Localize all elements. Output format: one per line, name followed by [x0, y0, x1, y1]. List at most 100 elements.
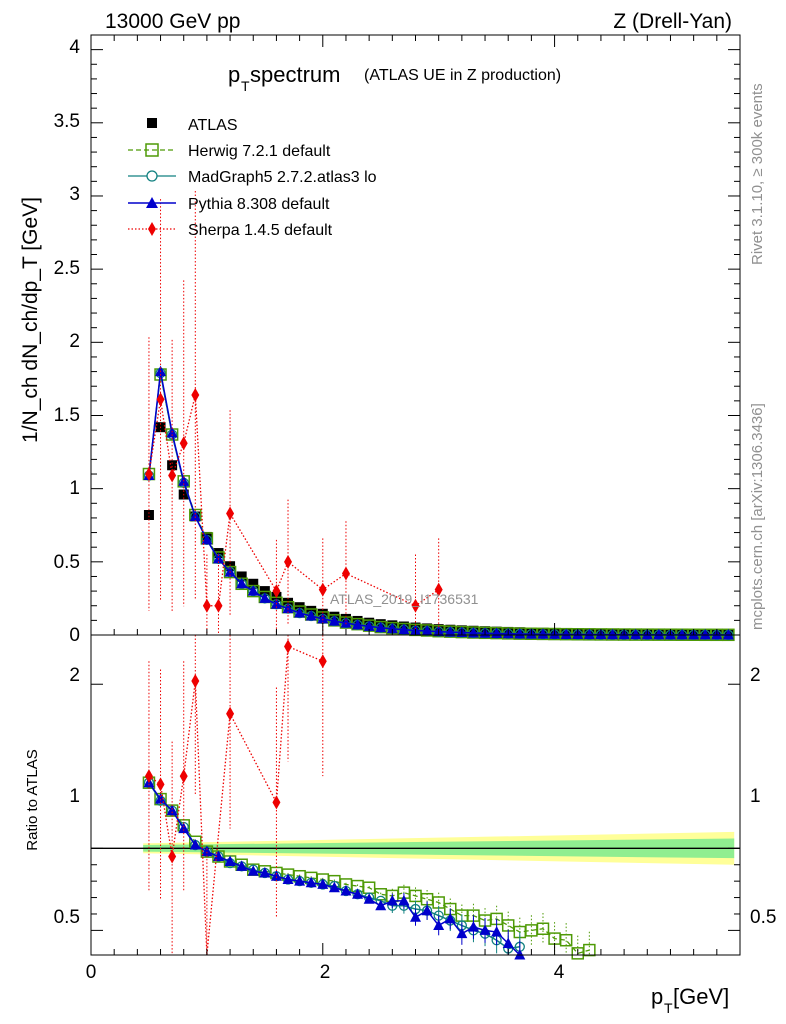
data-point-atlas: [248, 578, 259, 589]
data-point-sherpa: [144, 467, 153, 482]
x-tick-label: 4: [554, 962, 565, 983]
ratio-tick-labels-right: 0.5 1 2: [750, 665, 776, 928]
data-point-pythia: [653, 628, 665, 640]
ratio-point-pythia: [444, 912, 456, 924]
legend-marker-pythia: [146, 197, 158, 208]
ratio-point-herwig: [409, 889, 422, 903]
ratio-line-madgraph: [148, 782, 520, 950]
ratio-tick-label-right: 1: [750, 786, 761, 807]
ratio-point-pythia: [398, 894, 410, 906]
data-point-pythia: [189, 510, 201, 521]
ratio-point-herwig: [536, 922, 550, 935]
legend-label-atlas: ATLAS: [188, 117, 238, 134]
ratio-point-pythia: [514, 949, 526, 960]
ratio-point-sherpa: [144, 769, 153, 784]
x-axis-label-sub: T: [664, 1000, 673, 1016]
data-point-sherpa: [191, 388, 200, 402]
plot-title-rest: spectrum: [250, 62, 340, 87]
data-point-sherpa: [156, 392, 165, 407]
data-point-sherpa: [168, 468, 177, 483]
ratio-point-sherpa: [318, 654, 327, 669]
ratio-point-pythia: [282, 873, 294, 885]
ratio-point-pythia: [212, 850, 224, 862]
ratio-point-pythia: [317, 878, 329, 889]
plot-title-context: (ATLAS UE in Z production): [364, 67, 561, 84]
legend-marker-herwig: [145, 143, 159, 157]
data-point-sherpa: [214, 598, 223, 613]
ratio-point-pythia: [305, 876, 317, 888]
mcplots-label: mcplots.cern.ch [arXiv:1306.3436]: [749, 403, 766, 630]
y-tick-label: 1: [69, 478, 80, 499]
header-process: Z (Drell-Yan): [613, 10, 732, 33]
data-point-pythia: [328, 615, 340, 626]
ratio-point-herwig: [559, 933, 573, 947]
ratio-point-sherpa: [272, 795, 281, 810]
ratio-point-pythia: [479, 924, 491, 935]
x-tick-label: 2: [320, 962, 331, 983]
y-tick-label: 2: [69, 331, 80, 352]
legend-label-pythia: Pythia 8.308 default: [188, 196, 330, 213]
legend-marker-sherpa: [148, 222, 156, 236]
data-point-atlas: [143, 510, 154, 520]
data-point-pythia: [514, 627, 526, 639]
data-point-sherpa: [179, 436, 188, 451]
ratio-point-herwig: [525, 924, 538, 937]
data-point-pythia: [560, 628, 572, 639]
legend-item-herwig: Herwig 7.2.1 default: [128, 143, 331, 160]
ratio-tick-label-right: 2: [750, 665, 761, 686]
data-point-pythia: [607, 628, 619, 640]
data-point-pythia: [317, 612, 329, 624]
y-tick-label: 2.5: [54, 258, 80, 279]
ratio-point-pythia: [386, 894, 398, 906]
data-point-pythia: [676, 628, 688, 640]
ratio-point-pythia: [189, 839, 201, 850]
analysis-watermark: ATLAS_2019_I1736531: [330, 591, 479, 607]
ratio-series-pythia: [143, 776, 526, 960]
ratio-axis-label: Ratio to ATLAS: [24, 749, 41, 850]
ratio-point-pythia: [201, 845, 213, 857]
legend-label-madgraph: MadGraph5 2.7.2.atlas3 lo: [188, 169, 377, 186]
data-point-sherpa: [202, 598, 211, 613]
legend-item-pythia: Pythia 8.308 default: [128, 196, 330, 213]
legend-marker-madgraph: [146, 170, 158, 182]
x-axis-label-rest: [GeV]: [673, 984, 729, 1009]
data-point-pythia: [282, 602, 294, 614]
rivet-label: Rivet 3.1.10, ≥ 300k events: [749, 83, 766, 265]
legend-item-madgraph: MadGraph5 2.7.2.atlas3 lo: [128, 169, 377, 186]
data-point-sherpa: [284, 554, 293, 569]
ratio-point-pythia: [155, 793, 167, 804]
data-point-atlas: [236, 571, 247, 582]
data-point-atlas: [167, 460, 178, 471]
ratio-point-pythia: [166, 804, 178, 816]
ratio-point-herwig: [583, 943, 596, 957]
ratio-point-herwig: [548, 932, 561, 945]
y-axis-label-text: 1/N_ch dN_ch/dp_T [GeV]: [19, 197, 42, 443]
data-point-pythia: [305, 609, 317, 621]
ratio-point-pythia: [236, 860, 248, 871]
data-point-pythia: [375, 621, 387, 633]
data-point-sherpa: [226, 506, 235, 521]
ratio-line-sherpa: [148, 645, 324, 956]
y-axis-label: 1/N_ch dN_ch/dp_T [GeV]: [19, 197, 42, 443]
ratio-point-pythia: [178, 822, 190, 834]
data-point-pythia: [398, 623, 410, 635]
series-line-sherpa: [148, 394, 440, 607]
legend-marker-atlas: [147, 118, 157, 128]
ratio-tick-label-right: 0.5: [750, 907, 776, 928]
axis-ticks: [90, 35, 740, 955]
y-tick-label: 3: [69, 184, 80, 205]
ratio-point-herwig: [362, 881, 376, 894]
series-sherpa: [144, 191, 443, 635]
legend-label-sherpa: Sherpa 1.4.5 default: [188, 222, 333, 239]
data-point-pythia: [247, 585, 259, 596]
ratio-point-pythia: [340, 885, 352, 896]
data-point-sherpa: [411, 598, 420, 613]
header-energy: 13000 GeV pp: [105, 10, 240, 33]
ratio-point-pythia: [224, 855, 236, 866]
ratio-point-sherpa: [179, 769, 188, 784]
ratio-point-pythia: [433, 919, 445, 930]
legend-item-sherpa: Sherpa 1.4.5 default: [128, 222, 333, 239]
y-tick-label: 4: [69, 37, 80, 58]
data-point-pythia: [340, 617, 352, 628]
